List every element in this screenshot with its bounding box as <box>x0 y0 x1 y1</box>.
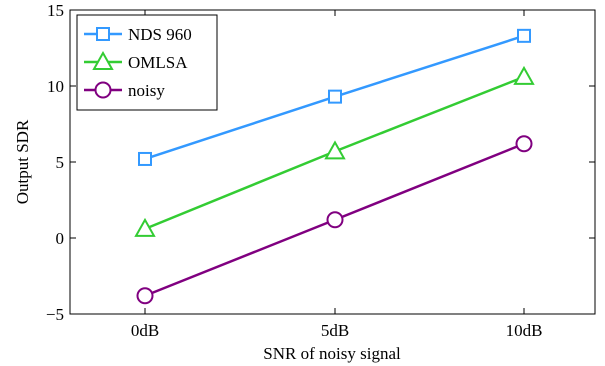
series-noisy <box>136 135 533 305</box>
data-point-noisy <box>136 287 154 305</box>
series-nds-960 <box>138 28 531 166</box>
x-axis-label: SNR of noisy signal <box>263 344 401 363</box>
data-point-nds-960 <box>138 151 152 166</box>
y-tick-label: 10 <box>47 77 64 96</box>
y-tick-label: 0 <box>56 229 65 248</box>
data-point-noisy <box>515 135 533 153</box>
data-point-omlsa <box>134 217 156 237</box>
axis-ticks: −5 0 5 10 15 0dB 5dB 10dB <box>46 1 595 340</box>
data-point-noisy <box>326 211 344 229</box>
legend-label-omlsa: OMLSA <box>128 53 188 72</box>
data-point-omlsa <box>513 65 535 85</box>
y-axis-label: Output SDR <box>13 119 32 204</box>
data-point-nds-960 <box>328 89 342 104</box>
x-tick-label: 10dB <box>506 321 543 340</box>
legend-item-nds-960: NDS 960 <box>84 25 192 44</box>
legend-item-noisy: noisy <box>84 81 165 100</box>
y-tick-label: 15 <box>47 1 64 20</box>
legend-label-noisy: noisy <box>128 81 165 100</box>
series-omlsa <box>134 65 535 237</box>
y-tick-label: −5 <box>46 305 64 324</box>
series-layer <box>134 28 535 305</box>
legend-label-nds-960: NDS 960 <box>128 25 192 44</box>
legend: NDS 960 OMLSA noisy <box>76 14 218 111</box>
legend-marker-noisy <box>94 81 112 99</box>
legend-marker-nds-960 <box>96 27 110 41</box>
data-point-nds-960 <box>517 28 531 43</box>
x-tick-label: 5dB <box>321 321 349 340</box>
legend-marker-omlsa <box>92 50 114 70</box>
x-tick-label: 0dB <box>131 321 159 340</box>
legend-item-omlsa: OMLSA <box>84 50 188 72</box>
y-tick-label: 5 <box>56 153 65 172</box>
data-point-omlsa <box>324 140 346 160</box>
